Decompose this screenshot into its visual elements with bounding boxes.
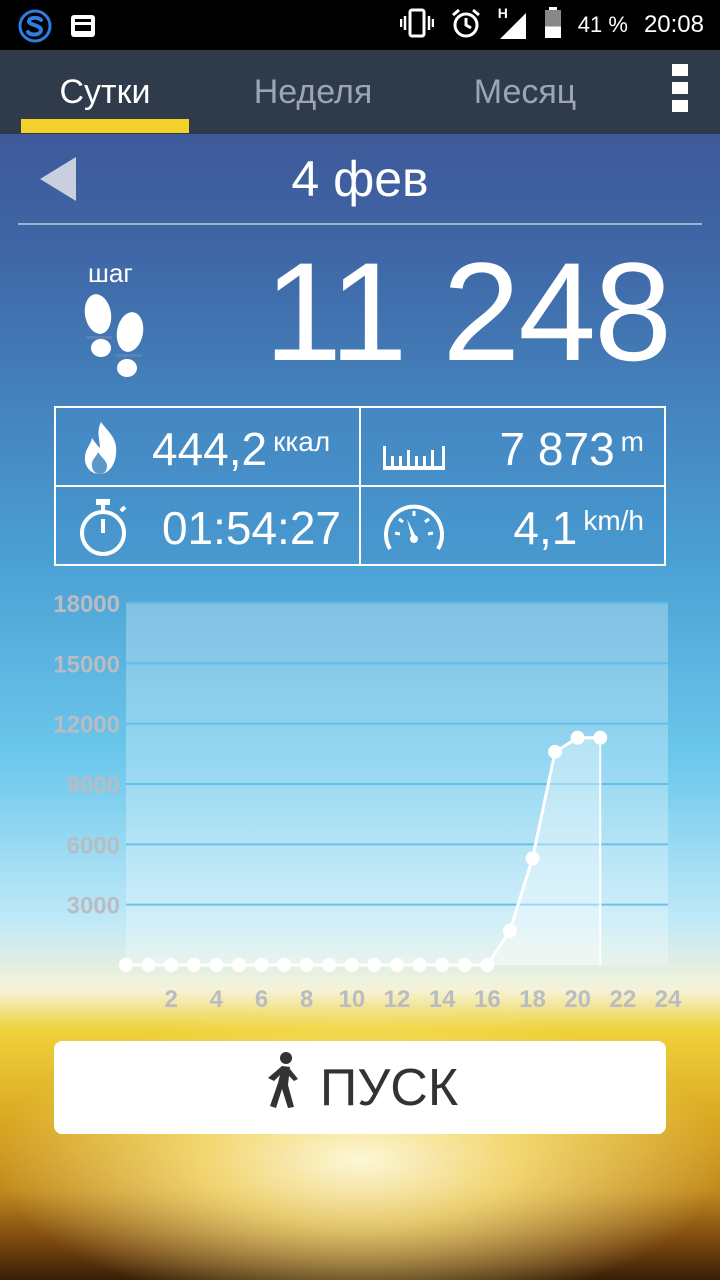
- network-type-label: H: [497, 5, 508, 21]
- x-tick-label: 18: [519, 986, 546, 1013]
- calories-value: 444,2: [152, 423, 268, 475]
- x-tick-label: 16: [474, 986, 501, 1013]
- x-tick-label: 10: [338, 986, 365, 1013]
- y-tick-label: 15000: [53, 651, 120, 678]
- data-point: [480, 958, 495, 972]
- x-tick-label: 12: [384, 986, 411, 1013]
- x-tick-label: 14: [429, 986, 456, 1013]
- y-tick-label: 6000: [67, 832, 120, 859]
- data-point: [344, 958, 359, 972]
- x-tick-label: 4: [210, 986, 224, 1013]
- data-point: [141, 958, 156, 972]
- data-point: [209, 958, 224, 972]
- data-point: [277, 958, 292, 972]
- start-button-label: ПУСК: [319, 1058, 459, 1117]
- distance-unit: m: [620, 426, 644, 457]
- x-tick-label: 22: [609, 986, 636, 1013]
- back-arrow-icon: [40, 157, 76, 201]
- speed-value: 4,1: [513, 502, 578, 554]
- y-tick-label: 3000: [67, 893, 120, 920]
- duration-value: 01:54:27: [161, 502, 341, 554]
- vibrate-icon: [399, 8, 435, 43]
- x-tick-label: 2: [164, 986, 177, 1013]
- data-point: [322, 958, 337, 972]
- data-point: [525, 851, 540, 866]
- data-point: [435, 958, 450, 972]
- ruler-icon: [381, 432, 447, 477]
- chart-area: [126, 737, 601, 965]
- y-tick-label: 18000: [53, 591, 120, 618]
- y-tick-label: 9000: [67, 772, 120, 799]
- stopwatch-icon: [76, 497, 130, 562]
- data-point: [254, 958, 269, 972]
- data-point: [164, 958, 179, 972]
- speed-cell: 4,1 km/h: [361, 487, 664, 564]
- active-tab-indicator: [21, 119, 189, 133]
- data-point: [457, 958, 472, 972]
- tab-day[interactable]: Сутки: [59, 72, 151, 111]
- data-point: [502, 923, 517, 938]
- tab-month[interactable]: Месяц: [473, 72, 577, 111]
- duration-cell: 01:54:27: [56, 487, 359, 564]
- clock: 20:08: [643, 11, 704, 38]
- x-tick-label: 6: [255, 986, 268, 1013]
- alarm-icon: [450, 7, 482, 44]
- data-point: [231, 958, 246, 972]
- steps-label: шаг: [88, 258, 133, 288]
- distance-cell: 7 873 m: [361, 408, 664, 485]
- data-point: [593, 730, 608, 745]
- x-tick-label: 8: [300, 986, 313, 1013]
- signal-icon: H: [498, 5, 528, 41]
- calories-unit: ккал: [273, 426, 331, 457]
- walking-person-icon: [262, 1051, 302, 1124]
- start-button[interactable]: ПУСК: [54, 1041, 666, 1134]
- data-point: [412, 958, 427, 972]
- speed-unit: km/h: [583, 505, 644, 536]
- header-divider: [18, 223, 702, 225]
- y-tick-label: 12000: [53, 712, 120, 739]
- date-title: 4 фев: [291, 151, 429, 207]
- footprints-icon: [80, 292, 150, 387]
- inbox-icon: [68, 11, 98, 46]
- data-point: [367, 958, 382, 972]
- previous-day-button[interactable]: [38, 155, 78, 208]
- data-point: [119, 958, 133, 972]
- overflow-menu-icon[interactable]: [672, 64, 690, 112]
- data-point: [299, 958, 314, 972]
- battery-icon: [544, 6, 562, 44]
- tab-week[interactable]: Неделя: [253, 72, 373, 111]
- data-point: [548, 744, 563, 759]
- stats-grid: 444,2 ккал 7 873 m: [54, 406, 666, 566]
- x-tick-label: 24: [655, 986, 682, 1013]
- battery-percent: 41 %: [577, 12, 628, 37]
- distance-value: 7 873: [499, 423, 615, 475]
- app-s-icon: [18, 9, 52, 48]
- series-line: [126, 736, 601, 967]
- calories-cell: 444,2 ккал: [56, 408, 359, 485]
- speedometer-icon: [381, 497, 447, 562]
- data-point: [186, 958, 201, 972]
- steps-count: 11 248: [264, 233, 672, 390]
- status-bar: H 41 % 20:08: [0, 0, 720, 50]
- tab-bar: Сутки Неделя Месяц: [0, 50, 720, 134]
- x-tick-label: 20: [564, 986, 591, 1013]
- data-point: [390, 958, 404, 972]
- flame-icon: [76, 418, 126, 483]
- data-point: [570, 730, 585, 745]
